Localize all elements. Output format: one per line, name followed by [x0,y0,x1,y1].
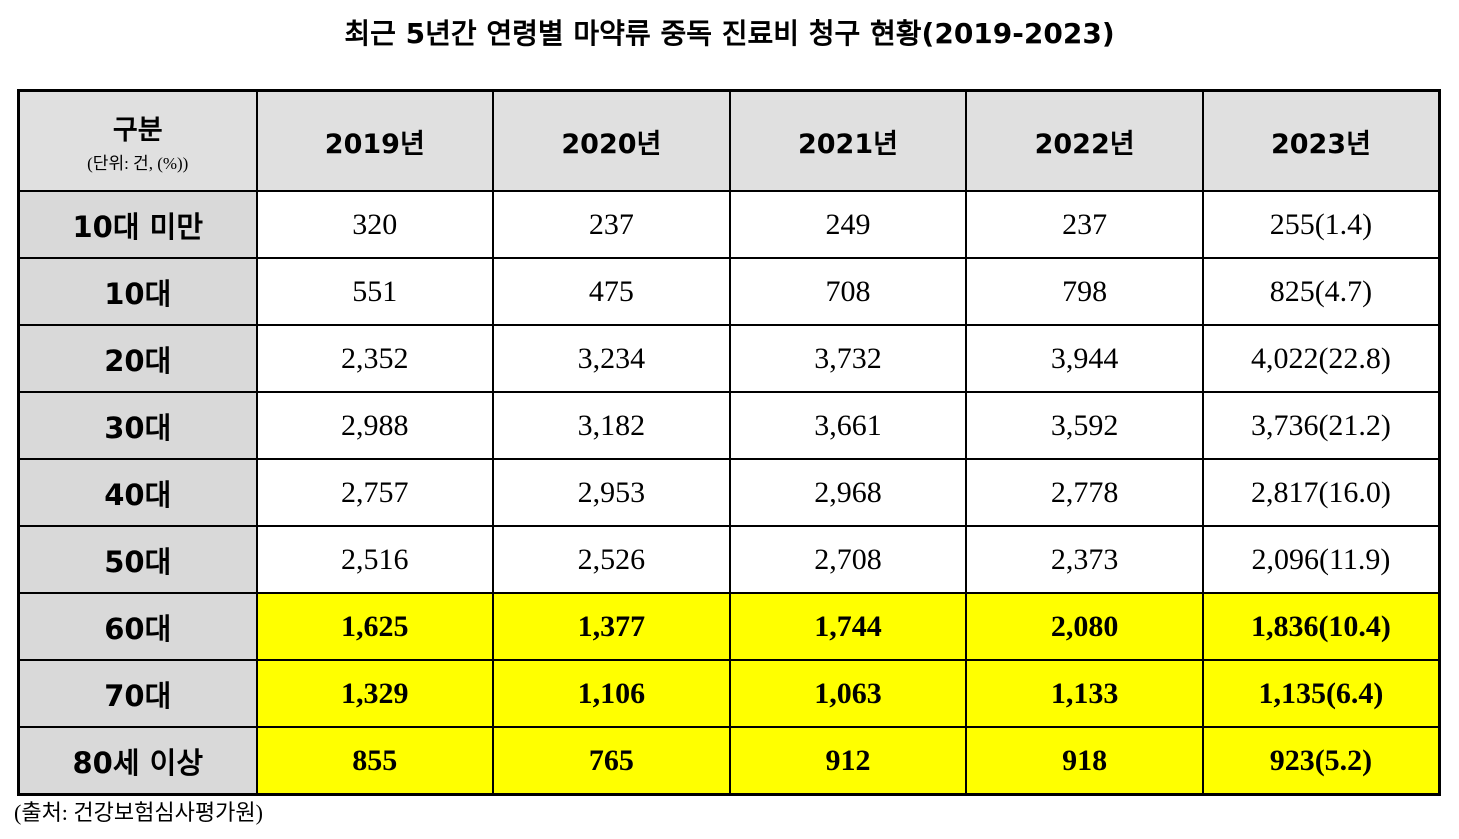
table-row: 50대 2,516 2,526 2,708 2,373 2,096(11.9) [17,525,1441,594]
table-cell: 3,182 [492,391,731,460]
table-cell: 2,516 [255,525,495,594]
table-cell: 2,988 [255,391,495,460]
table-cell: 1,106 [492,659,731,728]
table-cell: 918 [965,726,1204,796]
table-cell: 2,757 [255,458,495,527]
table-cell: 1,329 [255,659,495,728]
header-label: 구분 [112,115,163,146]
column-header: 2019년 [255,89,495,192]
table-row: 80세 이상 855 765 912 918 923(5.2) [17,726,1441,796]
table-cell: 2,778 [965,458,1204,527]
table-cell: 2,968 [728,458,968,527]
table-cell: 1,625 [255,592,495,661]
table-cell: 765 [492,726,731,796]
table-cell: 855 [255,726,495,796]
table-body: 10대 미만 320 237 249 237 255(1.4) 10대 551 475 708 79… [17,190,1441,796]
table-cell: 2,708 [728,525,968,594]
source-note: (출처: 건강보험심사평가원) [14,800,263,825]
table-cell: 2,096(11.9) [1201,525,1441,594]
table-cell: 255(1.4) [1201,190,1441,259]
table-cell: 249 [728,190,968,259]
table-cell: 2,953 [492,458,731,527]
table-cell: 3,944 [965,324,1204,393]
table-cell: 3,234 [492,324,731,393]
row-label: 10대 미만 [17,190,258,259]
table-cell: 2,817(16.0) [1201,458,1441,527]
table-cell: 2,373 [965,525,1204,594]
table-header: 구분 (단위: 건, (%)) 2019년 2020년 2021년 2022년 2023년 [17,89,1441,192]
row-label: 60대 [17,592,258,661]
row-label: 30대 [17,391,258,460]
table-cell: 3,592 [965,391,1204,460]
table-row: 30대 2,988 3,182 3,661 3,592 3,736(21.2) [17,391,1441,460]
table-cell: 708 [728,257,968,326]
table-cell: 475 [492,257,731,326]
table-cell: 320 [255,190,495,259]
table-cell: 551 [255,257,495,326]
table-cell: 3,732 [728,324,968,393]
header-unit: (단위: 건, (%)) [87,154,189,173]
row-label: 40대 [17,458,258,527]
title: 최근 5년간 연령별 마약류 중독 진료비 청구 현황(2019-2023) [344,17,1115,50]
table-cell: 3,661 [728,391,968,460]
table-cell: 798 [965,257,1204,326]
row-label: 50대 [17,525,258,594]
row-label: 70대 [17,659,258,728]
row-label: 20대 [17,324,258,393]
table-cell: 2,080 [965,592,1204,661]
row-label: 80세 이상 [17,726,258,796]
column-header: 2023년 [1201,89,1441,192]
header-row: 구분 (단위: 건, (%)) 2019년 2020년 2021년 2022년 2023년 [17,89,1441,192]
table-row: 10대 미만 320 237 249 237 255(1.4) [17,190,1441,259]
table-cell: 237 [492,190,731,259]
table-cell: 1,377 [492,592,731,661]
table-cell: 4,022(22.8) [1201,324,1441,393]
table-cell: 2,352 [255,324,495,393]
table: 구분 (단위: 건, (%)) 2019년 2020년 2021년 2022년 2023년… [17,89,1441,796]
table-row: 20대 2,352 3,234 3,732 3,944 4,022(22.8) [17,324,1441,393]
table-cell: 1,135(6.4) [1201,659,1441,728]
table-row: 60대 1,625 1,377 1,744 2,080 1,836(10.4) [17,592,1441,661]
table-cell: 912 [728,726,968,796]
table-cell: 2,526 [492,525,731,594]
table-cell: 237 [965,190,1204,259]
table-cell: 825(4.7) [1201,257,1441,326]
table-row: 10대 551 475 708 798 825(4.7) [17,257,1441,326]
header-cell: 구분 (단위: 건, (%)) [17,89,258,192]
column-header: 2020년 [492,89,731,192]
table-cell: 923(5.2) [1201,726,1441,796]
column-header: 2021년 [728,89,968,192]
table-cell: 1,744 [728,592,968,661]
table-cell: 3,736(21.2) [1201,391,1441,460]
table-cell: 1,133 [965,659,1204,728]
table-cell: 1,836(10.4) [1201,592,1441,661]
table-cell: 1,063 [728,659,968,728]
row-label: 10대 [17,257,258,326]
column-header: 2022년 [965,89,1204,192]
table-row: 70대 1,329 1,106 1,063 1,133 1,135(6.4) [17,659,1441,728]
table-row: 40대 2,757 2,953 2,968 2,778 2,817(16.0) [17,458,1441,527]
